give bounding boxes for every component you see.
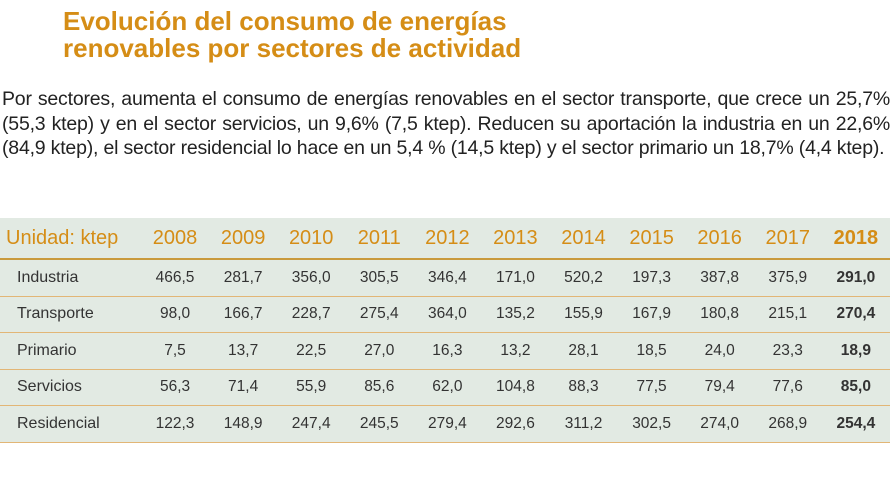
year-header: 2011 <box>345 218 414 260</box>
value-cell: 245,5 <box>345 405 414 443</box>
year-header: 2018 <box>821 218 890 260</box>
value-cell: 274,0 <box>685 405 754 443</box>
value-cell: 275,4 <box>345 296 414 333</box>
value-cell: 180,8 <box>685 296 754 333</box>
value-cell: 88,3 <box>549 369 618 406</box>
value-cell: 292,6 <box>481 405 550 443</box>
value-cell: 77,5 <box>617 369 686 406</box>
value-cell: 166,7 <box>209 296 278 333</box>
value-cell: 98,0 <box>141 296 210 333</box>
value-cell: 311,2 <box>549 405 618 443</box>
value-cell: 346,4 <box>413 259 482 297</box>
value-cell: 270,4 <box>821 296 890 333</box>
value-cell: 254,4 <box>821 405 890 443</box>
value-cell: 13,7 <box>209 332 278 370</box>
value-cell: 387,8 <box>685 259 754 297</box>
value-cell: 104,8 <box>481 369 550 406</box>
value-cell: 24,0 <box>685 332 754 370</box>
page-title: Evolución del consumo de energías renova… <box>63 8 521 62</box>
value-cell: 155,9 <box>549 296 618 333</box>
value-cell: 291,0 <box>821 259 890 297</box>
year-header: 2010 <box>277 218 346 260</box>
value-cell: 171,0 <box>481 259 550 297</box>
value-cell: 18,5 <box>617 332 686 370</box>
value-cell: 55,9 <box>277 369 346 406</box>
value-cell: 16,3 <box>413 332 482 370</box>
value-cell: 148,9 <box>209 405 278 443</box>
value-cell: 71,4 <box>209 369 278 406</box>
sector-label: Transporte <box>0 296 141 333</box>
value-cell: 23,3 <box>753 332 822 370</box>
year-header: 2014 <box>549 218 618 260</box>
value-cell: 62,0 <box>413 369 482 406</box>
value-cell: 22,5 <box>277 332 346 370</box>
table-row: Servicios 56,3 71,4 55,9 85,6 62,0 104,8 88,3 77… <box>0 369 890 406</box>
value-cell: 356,0 <box>277 259 346 297</box>
value-cell: 268,9 <box>753 405 822 443</box>
description-paragraph: Por sectores, aumenta el consumo de ener… <box>2 88 890 159</box>
title-line-1: Evolución del consumo de energías <box>63 6 507 36</box>
value-cell: 27,0 <box>345 332 414 370</box>
value-cell: 375,9 <box>753 259 822 297</box>
value-cell: 135,2 <box>481 296 550 333</box>
value-cell: 13,2 <box>481 332 550 370</box>
year-header: 2016 <box>685 218 754 260</box>
value-cell: 77,6 <box>753 369 822 406</box>
value-cell: 85,6 <box>345 369 414 406</box>
value-cell: 197,3 <box>617 259 686 297</box>
value-cell: 28,1 <box>549 332 618 370</box>
value-cell: 228,7 <box>277 296 346 333</box>
value-cell: 364,0 <box>413 296 482 333</box>
sector-label: Residencial <box>0 405 141 443</box>
sector-label: Servicios <box>0 369 141 406</box>
value-cell: 247,4 <box>277 405 346 443</box>
value-cell: 279,4 <box>413 405 482 443</box>
value-cell: 302,5 <box>617 405 686 443</box>
table-row: Industria 466,5 281,7 356,0 305,5 346,4 171,0 5… <box>0 259 890 297</box>
value-cell: 122,3 <box>141 405 210 443</box>
title-line-2: renovables por sectores de actividad <box>63 33 522 63</box>
year-header: 2008 <box>141 218 210 260</box>
table-row: Primario 7,5 13,7 22,5 27,0 16,3 13,2 28,1 18,5 2… <box>0 332 890 370</box>
value-cell: 466,5 <box>141 259 210 297</box>
year-header: 2013 <box>481 218 550 260</box>
table-row: Transporte 98,0 166,7 228,7 275,4 364,0 135,2 1… <box>0 296 890 333</box>
year-header: 2017 <box>753 218 822 260</box>
table-header-row: Unidad: ktep 2008 2009 2010 2011 2012 2013 201… <box>0 218 890 260</box>
energy-consumption-table: Unidad: ktep 2008 2009 2010 2011 2012 2013 201… <box>0 218 890 443</box>
value-cell: 520,2 <box>549 259 618 297</box>
unit-label: Unidad: ktep <box>0 218 141 260</box>
year-header: 2015 <box>617 218 686 260</box>
value-cell: 56,3 <box>141 369 210 406</box>
table-row: Residencial 122,3 148,9 247,4 245,5 279,4 292,… <box>0 405 890 443</box>
value-cell: 281,7 <box>209 259 278 297</box>
value-cell: 305,5 <box>345 259 414 297</box>
value-cell: 167,9 <box>617 296 686 333</box>
value-cell: 18,9 <box>821 332 890 370</box>
value-cell: 79,4 <box>685 369 754 406</box>
sector-label: Industria <box>0 259 141 297</box>
value-cell: 215,1 <box>753 296 822 333</box>
value-cell: 85,0 <box>821 369 890 406</box>
value-cell: 7,5 <box>141 332 210 370</box>
sector-label: Primario <box>0 332 141 370</box>
year-header: 2009 <box>209 218 278 260</box>
year-header: 2012 <box>413 218 482 260</box>
